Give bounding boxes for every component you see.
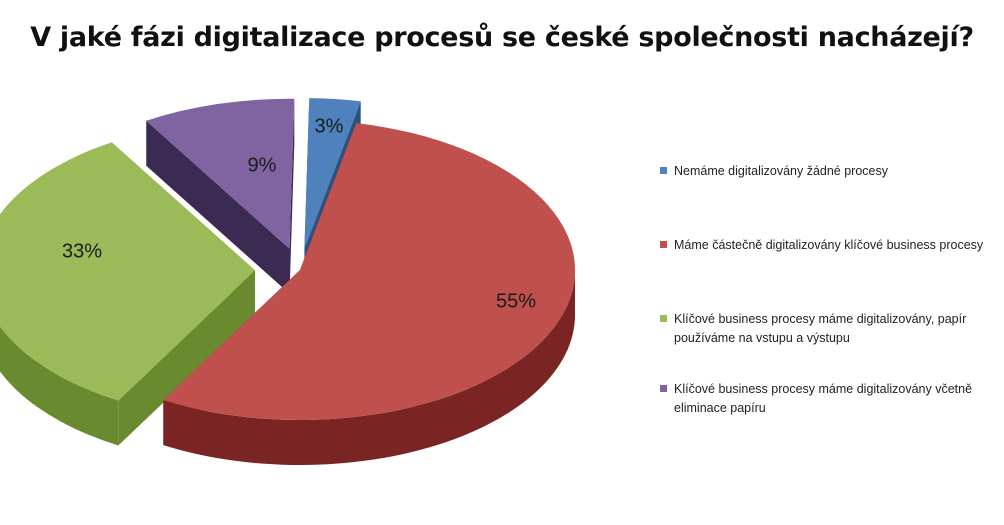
legend-swatch	[660, 385, 667, 392]
pie-chart: 3% 55% 33% 9%	[0, 98, 575, 465]
legend-swatch	[660, 241, 667, 248]
slice-wall	[146, 120, 290, 294]
slice-value-label: 9%	[248, 154, 277, 176]
slice-side	[0, 326, 119, 446]
legend-label: Klíčové business procesy máme digitalizo…	[674, 382, 973, 415]
pie-slice	[146, 98, 295, 249]
slice-wall	[118, 270, 256, 446]
legend-label: Nemáme digitalizovány žádné procesy	[674, 164, 888, 178]
chart-title: V jaké fázi digitalizace procesů se česk…	[30, 22, 974, 53]
slice-value-label: 3%	[315, 115, 344, 137]
pie-slice	[304, 98, 361, 249]
legend-swatch	[660, 315, 667, 322]
slice-wall	[289, 98, 295, 294]
slice-side	[163, 270, 575, 465]
pie-labels: 3% 55% 33% 9%	[62, 115, 536, 312]
legend-label: Máme částečně digitalizovány klíčové bus…	[674, 238, 984, 252]
pie-tops	[0, 98, 575, 421]
pie-slice	[0, 142, 256, 401]
pie-slice	[163, 123, 575, 421]
slice-value-label: 55%	[496, 290, 536, 312]
legend-swatch	[660, 167, 667, 174]
slice-value-label: 33%	[62, 240, 102, 262]
legend-label: Klíčové business procesy máme digitalizo…	[674, 312, 967, 345]
